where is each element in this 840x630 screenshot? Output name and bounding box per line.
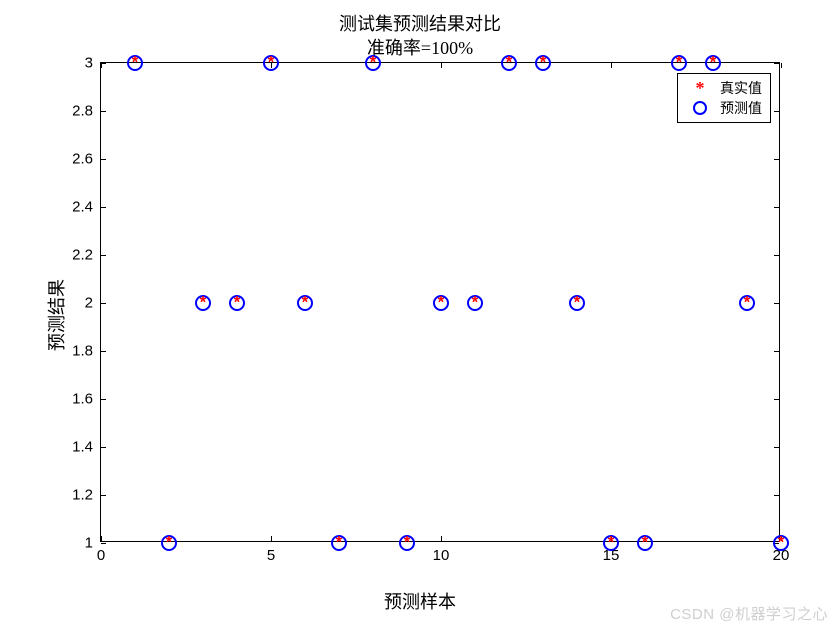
y-tick-mark	[101, 543, 106, 544]
chart-title: 测试集预测结果对比	[0, 10, 840, 36]
y-tick-label: 1	[85, 535, 93, 552]
x-tick-mark	[441, 536, 442, 541]
y-tick-mark	[101, 63, 106, 64]
legend-star-icon: *	[686, 78, 714, 99]
marker-actual: *	[776, 538, 787, 549]
y-tick-label: 1.2	[72, 487, 93, 504]
x-axis-label: 预测样本	[0, 588, 840, 614]
y-axis-label: 预测结果	[43, 279, 69, 351]
legend: * 真实值预测值	[677, 73, 771, 123]
x-tick-mark	[271, 536, 272, 541]
marker-actual: *	[708, 58, 719, 69]
y-tick-mark	[101, 255, 106, 256]
y-tick-mark	[774, 63, 779, 64]
y-tick-label: 2	[85, 295, 93, 312]
marker-actual: *	[538, 58, 549, 69]
marker-actual: *	[130, 58, 141, 69]
y-tick-mark	[774, 303, 779, 304]
y-tick-mark	[774, 207, 779, 208]
y-tick-label: 2.8	[72, 103, 93, 120]
x-tick-mark	[101, 536, 102, 541]
marker-actual: *	[504, 58, 515, 69]
marker-actual: *	[198, 298, 209, 309]
x-tick-mark	[441, 63, 442, 68]
marker-actual: *	[334, 538, 345, 549]
legend-item: 预测值	[686, 98, 762, 118]
y-tick-mark	[101, 111, 106, 112]
y-tick-mark	[774, 111, 779, 112]
marker-actual: *	[164, 538, 175, 549]
y-tick-mark	[101, 207, 106, 208]
y-tick-mark	[774, 159, 779, 160]
y-tick-mark	[774, 495, 779, 496]
y-tick-mark	[774, 399, 779, 400]
figure-canvas: 测试集预测结果对比 准确率=100% 预测结果 预测样本 0510152011.…	[0, 0, 840, 630]
y-tick-mark	[101, 447, 106, 448]
y-tick-mark	[101, 495, 106, 496]
y-tick-mark	[101, 399, 106, 400]
marker-actual: *	[436, 298, 447, 309]
x-tick-label: 10	[433, 547, 450, 564]
y-tick-mark	[774, 255, 779, 256]
y-tick-label: 2.6	[72, 151, 93, 168]
y-tick-label: 1.4	[72, 439, 93, 456]
marker-actual: *	[640, 538, 651, 549]
marker-actual: *	[368, 58, 379, 69]
marker-actual: *	[606, 538, 617, 549]
x-tick-mark	[611, 63, 612, 68]
marker-actual: *	[674, 58, 685, 69]
y-tick-label: 2.4	[72, 199, 93, 216]
y-tick-mark	[101, 303, 106, 304]
y-tick-mark	[774, 447, 779, 448]
y-tick-label: 1.8	[72, 343, 93, 360]
x-tick-label: 5	[267, 547, 275, 564]
marker-actual: *	[742, 298, 753, 309]
legend-circle-icon	[686, 101, 714, 115]
plot-area: 0510152011.21.41.61.822.22.42.62.83*****…	[100, 62, 780, 542]
marker-actual: *	[572, 298, 583, 309]
y-tick-label: 2.2	[72, 247, 93, 264]
x-tick-mark	[781, 63, 782, 68]
marker-actual: *	[232, 298, 243, 309]
marker-actual: *	[470, 298, 481, 309]
legend-item: * 真实值	[686, 78, 762, 98]
y-tick-mark	[101, 159, 106, 160]
y-tick-mark	[774, 351, 779, 352]
y-tick-label: 1.6	[72, 391, 93, 408]
marker-actual: *	[300, 298, 311, 309]
marker-actual: *	[266, 58, 277, 69]
y-tick-mark	[101, 351, 106, 352]
legend-label: 预测值	[720, 98, 762, 118]
legend-label: 真实值	[720, 78, 762, 98]
marker-actual: *	[402, 538, 413, 549]
y-tick-label: 3	[85, 55, 93, 72]
x-tick-label: 0	[97, 547, 105, 564]
